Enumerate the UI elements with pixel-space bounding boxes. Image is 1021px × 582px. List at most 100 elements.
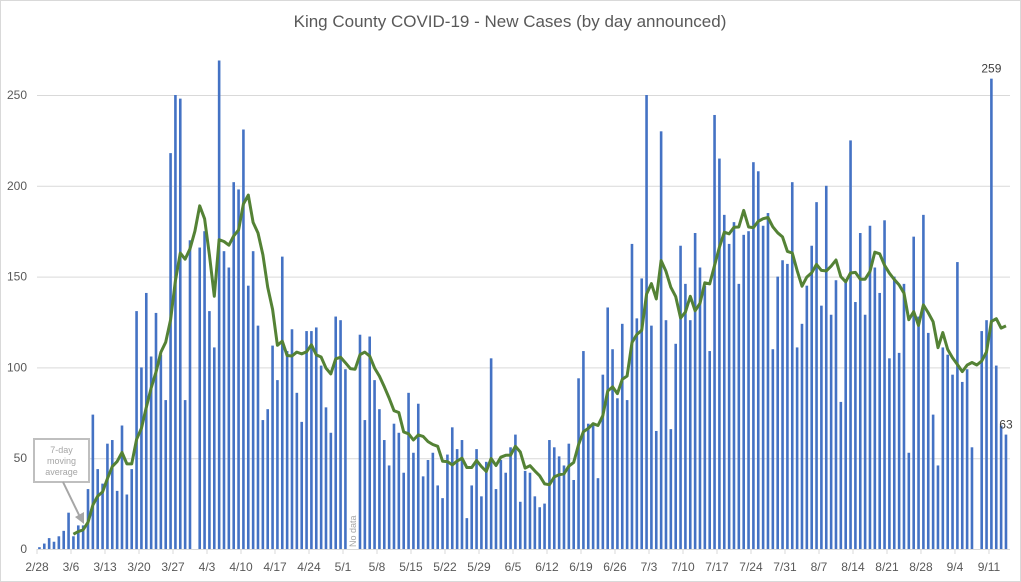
x-tick-label: 7/17 — [705, 560, 729, 574]
bar-new-cases — [562, 465, 566, 549]
bar-new-cases — [373, 380, 376, 549]
bar-new-cases — [999, 425, 1003, 549]
y-tick-label: 250 — [7, 88, 27, 102]
bar-new-cases — [931, 414, 935, 549]
bar-new-cases — [416, 403, 420, 549]
bar-new-cases — [203, 231, 206, 549]
bar-new-cases — [509, 447, 512, 549]
bar-new-cases — [878, 292, 881, 549]
bar-new-cases — [572, 479, 575, 549]
bar-new-cases — [52, 541, 56, 549]
bar-new-cases — [135, 311, 138, 549]
bar-new-cases — [115, 490, 119, 549]
bar-new-cases — [781, 260, 784, 549]
bar-new-cases — [926, 332, 930, 549]
bar-new-cases — [106, 443, 109, 549]
bar-new-cases — [912, 236, 915, 549]
bar-new-cases — [339, 320, 342, 549]
bar-new-cases — [72, 536, 75, 549]
bar-new-cases — [902, 283, 906, 549]
bar-new-cases — [596, 478, 600, 549]
bar-new-cases — [897, 352, 901, 549]
x-tick-label: 5/29 — [467, 560, 491, 574]
bar-new-cases — [815, 202, 818, 550]
x-tick-label: 8/21 — [875, 560, 899, 574]
x-tick-label: 7/31 — [773, 560, 797, 574]
y-tick-label: 200 — [7, 179, 27, 193]
bar-new-cases — [514, 434, 517, 549]
bar-new-cases — [271, 345, 274, 549]
bar-new-cases — [543, 503, 546, 549]
bar-new-cases — [888, 358, 891, 549]
x-tick-label: 6/5 — [505, 560, 522, 574]
bar-new-cases — [810, 245, 813, 549]
bar-new-cases — [285, 351, 289, 549]
bar-new-cases — [125, 494, 129, 549]
bar-new-cases — [334, 316, 338, 549]
bar-new-cases — [922, 214, 925, 549]
bar-new-cases — [130, 469, 134, 549]
bar-new-cases — [387, 465, 391, 549]
bar-new-cases — [645, 95, 648, 549]
x-tick-label: 3/27 — [161, 560, 185, 574]
bar-new-cases — [460, 440, 464, 549]
bar-new-cases — [149, 356, 153, 549]
x-tick-label: 6/26 — [603, 560, 627, 574]
bar-new-cases — [892, 276, 896, 549]
bar-new-cases — [310, 331, 313, 549]
chart-title: King County COVID-19 - New Cases (by day… — [294, 12, 727, 31]
bar-new-cases — [698, 267, 702, 549]
bar-new-cases — [441, 498, 444, 549]
bar-new-cases — [47, 538, 51, 549]
bar-new-cases — [625, 400, 629, 549]
bar-new-cases — [679, 245, 682, 549]
bar-new-cases — [305, 331, 308, 549]
bar-new-cases — [290, 329, 294, 549]
bar-new-cases — [465, 518, 469, 549]
bar-new-cases — [455, 449, 459, 549]
x-tick-label: 4/3 — [199, 560, 216, 574]
bar-new-cases — [62, 530, 66, 549]
bar-new-cases — [907, 452, 911, 549]
moving-average-line — [72, 193, 1007, 536]
bar-new-cases — [659, 131, 663, 549]
y-tick-label: 50 — [14, 451, 28, 465]
bar-new-cases — [650, 325, 653, 549]
bar-new-cases — [548, 440, 551, 549]
bar-new-cases — [586, 423, 590, 549]
bar-new-cases — [824, 185, 828, 550]
bar-new-cases — [484, 461, 488, 549]
bar-new-cases — [489, 358, 493, 549]
bar-new-cases — [567, 443, 571, 549]
bar-new-cases — [1004, 434, 1008, 549]
bar-new-cases — [421, 476, 425, 549]
bar-new-cases — [110, 440, 114, 549]
y-tick-label: 150 — [7, 270, 27, 284]
bar-new-cases — [820, 305, 823, 549]
bar-new-cases — [747, 231, 750, 549]
bar-new-cases — [582, 351, 585, 549]
bar-new-cases — [246, 285, 250, 549]
bar-new-cases — [91, 414, 95, 549]
bar-new-cases — [756, 171, 760, 549]
bar-new-cases — [232, 182, 236, 549]
bar-new-cases — [752, 162, 755, 549]
bar-new-cases — [965, 369, 969, 549]
x-tick-label: 7/24 — [739, 560, 763, 574]
bar-new-cases — [174, 95, 177, 549]
bar-new-cases — [985, 320, 988, 549]
bar-new-cases — [358, 334, 362, 549]
bar-new-cases — [397, 432, 401, 549]
bar-new-cases — [96, 469, 100, 549]
bar-new-cases — [951, 374, 954, 549]
bar-new-cases — [242, 129, 245, 549]
bar-new-cases — [552, 447, 556, 549]
bar-new-cases — [81, 525, 85, 549]
bar-new-cases — [771, 349, 775, 549]
bar-new-cases — [844, 282, 847, 549]
x-tick-label: 3/20 — [127, 560, 151, 574]
bar-new-cases — [980, 331, 983, 549]
bar-new-cases — [834, 280, 838, 549]
bar-new-cases — [713, 114, 716, 549]
